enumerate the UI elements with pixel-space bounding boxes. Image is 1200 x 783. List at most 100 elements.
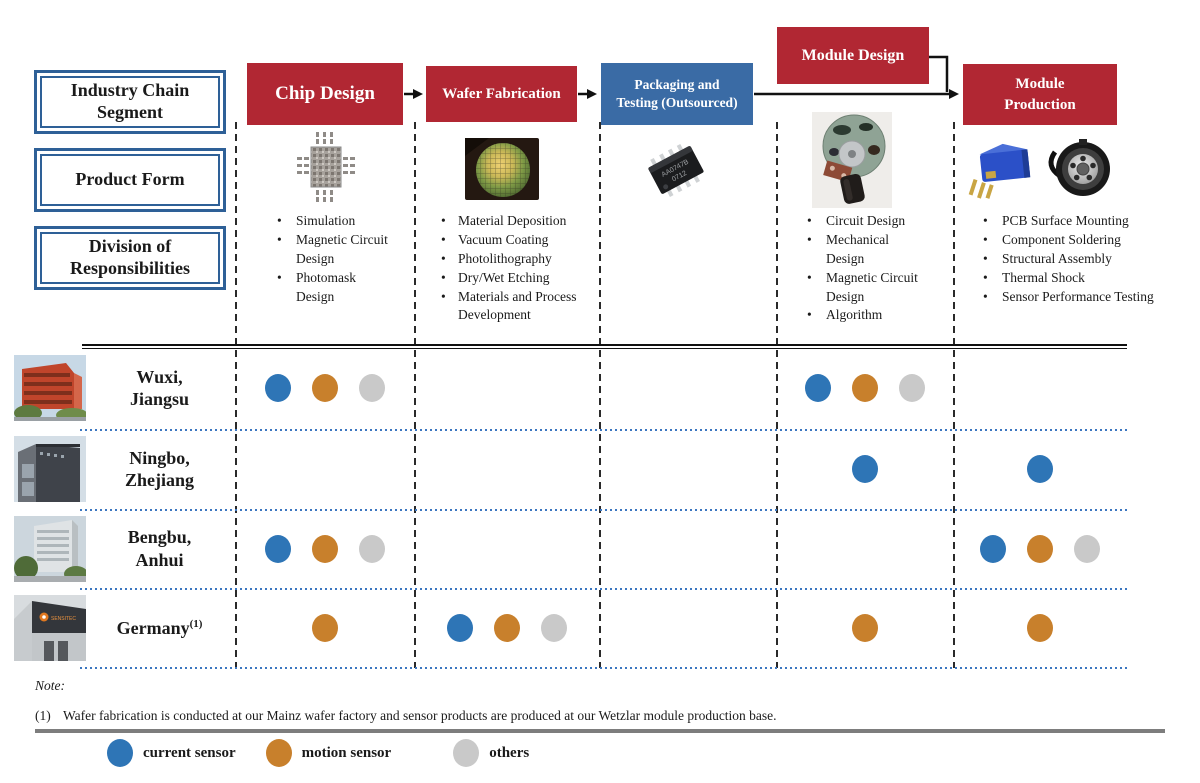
- legend-item-motion-sensor: motion sensor: [265, 739, 392, 767]
- responsibility-item: Structural Assembly: [978, 250, 1192, 269]
- legend: current sensor motion sensor others: [107, 739, 529, 767]
- column-separator-1: [235, 122, 237, 668]
- dots-cell: [414, 588, 599, 668]
- svg-text:SENSITEC: SENSITEC: [51, 616, 76, 622]
- site-name-bengbu: Bengbu, Anhui: [127, 527, 192, 570]
- responsibility-item: Sensor Performance Testing: [978, 288, 1192, 307]
- responsibility-item: Component Soldering: [978, 231, 1192, 250]
- others-sensor-dot: [540, 614, 567, 642]
- row-divider-3: [80, 588, 1127, 590]
- motion-sensor-dot: [311, 614, 338, 642]
- legend-label: motion sensor: [301, 744, 392, 761]
- motion-sensor-dot: [851, 374, 878, 402]
- dots-cell: [776, 588, 953, 668]
- dots-cell: [599, 347, 776, 429]
- responsibility-item: Photomask Design: [272, 269, 390, 307]
- responsibility-item: Material Deposition: [436, 212, 586, 231]
- responsibilities-list-module-design: Circuit DesignMechanical DesignMagnetic …: [802, 212, 918, 325]
- dots-cell: [953, 509, 1127, 588]
- stage-packaging-testing: Packaging and Testing (Outsourced): [601, 63, 753, 125]
- dots-cell: [953, 429, 1127, 509]
- responsibility-item: Simulation: [272, 212, 390, 231]
- product-form-label: Product Form: [40, 154, 220, 206]
- current-sensor-dot: [851, 455, 878, 483]
- division-of-responsibilities-label-box: Division of Responsibilities: [34, 226, 226, 290]
- dots-cell: [776, 509, 953, 588]
- legend-item-current-sensor: current sensor: [107, 739, 236, 767]
- dots-cell: [235, 509, 414, 588]
- responsibilities-list-chip-design: SimulationMagnetic Circuit DesignPhotoma…: [272, 212, 390, 306]
- dots-cell: [235, 347, 414, 429]
- site-name-wuxi: Wuxi, Jiangsu: [129, 366, 190, 410]
- ningbo-building-photo: [14, 436, 86, 502]
- responsibility-item: Materials and Process Development: [436, 288, 586, 326]
- dots-cell: [953, 588, 1127, 668]
- column-separator-2: [414, 122, 416, 668]
- current-sensor-dot-icon: [107, 739, 133, 767]
- industry-chain-segment-label: Industry Chain Segment: [40, 76, 220, 128]
- dots-cell: [414, 429, 599, 509]
- responsibility-item: Photolithography: [436, 250, 586, 269]
- legend-item-others: others: [453, 739, 529, 767]
- dots-cell: [235, 588, 414, 668]
- responsibility-item: Algorithm: [802, 306, 918, 325]
- motion-sensor-dot: [1027, 614, 1053, 642]
- dots-cell: [414, 509, 599, 588]
- responsibility-item: Magnetic Circuit Design: [272, 231, 390, 269]
- site-name-ningbo: Ningbo, Zhejiang: [124, 447, 194, 491]
- current-sensor-dot: [980, 534, 1006, 563]
- industry-chain-segment-label-box: Industry Chain Segment: [34, 70, 226, 134]
- motion-sensor-dot: [311, 374, 338, 402]
- division-of-responsibilities-label: Division of Responsibilities: [40, 232, 220, 284]
- current-sensor-dot: [1027, 455, 1053, 483]
- motion-sensor-dot-icon: [265, 739, 292, 767]
- note-heading: Note:: [35, 678, 65, 693]
- row-divider-1: [80, 429, 1127, 431]
- dots-cell: [599, 509, 776, 588]
- dots-cell: [599, 588, 776, 668]
- note-ref: (1): [35, 708, 51, 723]
- dots-cell: [953, 347, 1127, 429]
- note-item-1: (1) Wafer fabrication is conducted at ou…: [35, 708, 777, 724]
- others-sensor-dot: [358, 534, 385, 563]
- dots-cell: [599, 429, 776, 509]
- responsibility-item: Mechanical Design: [802, 231, 918, 269]
- others-sensor-dot: [1074, 534, 1100, 563]
- responsibility-item: Magnetic Circuit Design: [802, 269, 918, 307]
- site-row-ningbo: Ningbo, Zhejiang: [0, 429, 1200, 509]
- germany-building-photo: SENSITEC: [14, 595, 86, 661]
- motion-sensor-dot: [1027, 534, 1053, 563]
- column-separator-5: [953, 122, 955, 668]
- motion-sensor-dot: [493, 614, 520, 642]
- product-form-label-box: Product Form: [34, 148, 226, 212]
- motion-sensor-dot: [311, 534, 338, 563]
- responsibility-item: PCB Surface Mounting: [978, 212, 1192, 231]
- note-text: Wafer fabrication is conducted at our Ma…: [63, 708, 777, 723]
- table-top-rule: [82, 344, 1127, 349]
- chip-die-image: [297, 132, 355, 202]
- current-sensor-dot: [804, 374, 831, 402]
- others-dot-icon: [453, 739, 480, 767]
- stage-chip-design: Chip Design: [247, 63, 403, 125]
- current-sensor-dot: [264, 374, 291, 402]
- responsibilities-list-module-production: PCB Surface MountingComponent SolderingS…: [978, 212, 1192, 306]
- ic-package-image: AA0747B 0712: [648, 143, 704, 197]
- site-row-germany: SENSITEC Germany(1): [0, 588, 1200, 668]
- site-row-wuxi: Wuxi, Jiangsu: [0, 347, 1200, 429]
- responsibility-item: Vacuum Coating: [436, 231, 586, 250]
- sensor-and-wheel-hub-image: [968, 139, 1110, 199]
- stage-module-design: Module Design: [777, 27, 929, 84]
- row-divider-4: [80, 667, 1127, 669]
- current-sensor-dot: [264, 534, 291, 563]
- others-sensor-dot: [358, 374, 385, 402]
- stage-module-production: Module Production: [963, 64, 1117, 125]
- wuxi-building-photo: [14, 355, 86, 421]
- row-divider-2: [80, 509, 1127, 511]
- column-separator-3: [599, 122, 601, 668]
- wafer-image: [465, 138, 539, 200]
- bottom-divider-bar: [35, 729, 1165, 733]
- site-name-germany: Germany(1): [116, 617, 203, 638]
- dots-cell: [776, 347, 953, 429]
- responsibility-item: Dry/Wet Etching: [436, 269, 586, 288]
